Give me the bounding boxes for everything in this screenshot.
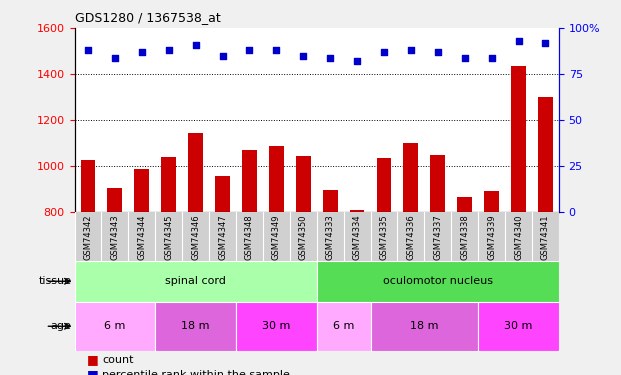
Point	[245, 47, 255, 53]
Bar	[404, 143, 419, 212]
Bar	[376, 158, 391, 212]
Text: GSM74347: GSM74347	[218, 214, 227, 260]
Bar	[75, 302, 155, 351]
Point	[379, 49, 389, 55]
Point	[352, 58, 362, 64]
Text: age: age	[50, 321, 71, 331]
Text: tissue: tissue	[39, 276, 71, 286]
Bar	[484, 190, 499, 212]
Point	[271, 47, 281, 53]
Text: GSM74342: GSM74342	[83, 214, 93, 260]
Text: GSM74341: GSM74341	[541, 214, 550, 260]
Text: oculomotor nucleus: oculomotor nucleus	[383, 276, 493, 286]
Point	[540, 40, 550, 46]
Point	[487, 54, 497, 60]
Text: GDS1280 / 1367538_at: GDS1280 / 1367538_at	[75, 11, 220, 24]
Text: count: count	[102, 355, 134, 365]
Text: 30 m: 30 m	[262, 321, 291, 331]
Bar	[215, 176, 230, 212]
Bar	[538, 97, 553, 212]
Text: GSM74345: GSM74345	[164, 214, 173, 260]
Bar	[269, 146, 284, 212]
Text: GSM74334: GSM74334	[353, 214, 361, 260]
Point	[137, 49, 147, 55]
Text: GSM74349: GSM74349	[272, 214, 281, 260]
Text: GSM74343: GSM74343	[111, 214, 119, 260]
Bar	[242, 150, 257, 212]
Point	[460, 54, 469, 60]
Point	[514, 38, 524, 44]
Bar	[134, 170, 149, 212]
Bar	[296, 156, 310, 212]
Point	[110, 54, 120, 60]
Text: GSM74333: GSM74333	[325, 214, 335, 260]
Point	[217, 53, 227, 59]
Text: 18 m: 18 m	[181, 321, 210, 331]
Point	[298, 53, 308, 59]
Point	[433, 49, 443, 55]
Text: GSM74339: GSM74339	[487, 214, 496, 260]
Text: 6 m: 6 m	[104, 321, 125, 331]
Bar	[188, 133, 203, 212]
Bar	[81, 160, 96, 212]
Text: ■: ■	[87, 354, 99, 366]
Bar	[430, 155, 445, 212]
Text: 18 m: 18 m	[410, 321, 438, 331]
Text: GSM74338: GSM74338	[460, 214, 469, 260]
Text: GSM74336: GSM74336	[406, 214, 415, 260]
Bar	[236, 302, 317, 351]
Text: GSM74337: GSM74337	[433, 214, 442, 260]
Point	[83, 47, 93, 53]
Bar	[457, 197, 472, 212]
Bar	[478, 302, 559, 351]
Point	[406, 47, 416, 53]
Bar	[317, 302, 371, 351]
Text: percentile rank within the sample: percentile rank within the sample	[102, 370, 291, 375]
Text: ■: ■	[87, 369, 99, 375]
Bar	[317, 261, 559, 302]
Point	[164, 47, 174, 53]
Text: GSM74340: GSM74340	[514, 214, 523, 260]
Bar	[75, 261, 317, 302]
Bar	[371, 302, 478, 351]
Text: GSM74335: GSM74335	[379, 214, 389, 260]
Text: GSM74346: GSM74346	[191, 214, 200, 260]
Bar	[107, 188, 122, 212]
Point	[191, 42, 201, 48]
Text: spinal cord: spinal cord	[165, 276, 226, 286]
Bar	[323, 190, 338, 212]
Bar	[155, 302, 236, 351]
Point	[325, 54, 335, 60]
Bar	[161, 157, 176, 212]
Text: GSM74348: GSM74348	[245, 214, 254, 260]
Text: 6 m: 6 m	[333, 321, 355, 331]
Text: GSM74344: GSM74344	[137, 214, 147, 260]
Text: GSM74350: GSM74350	[299, 214, 308, 260]
Text: 30 m: 30 m	[504, 321, 533, 331]
Bar	[350, 210, 365, 212]
Bar	[511, 66, 526, 212]
